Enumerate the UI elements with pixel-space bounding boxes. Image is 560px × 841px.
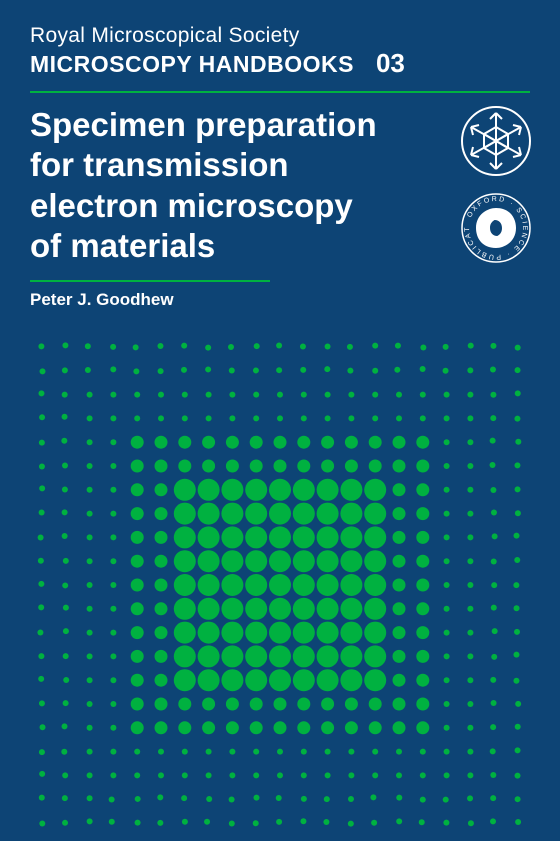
title-line: electron microscopy [30,187,353,224]
title-line: Specimen preparation [30,106,377,143]
oxford-science-publications-icon: OXFORD · SCIENCE · PUBLICATIONS · [460,192,532,269]
publisher-logos: OXFORD · SCIENCE · PUBLICATIONS · [460,105,532,269]
title-block: Specimen preparation for transmission el… [0,93,560,276]
book-title: Specimen preparation for transmission el… [30,105,420,266]
book-cover: Royal Microscopical Society MICROSCOPY H… [0,0,560,841]
society-name: Royal Microscopical Society [30,24,530,48]
snowflake-icon [460,105,532,182]
header: Royal Microscopical Society MICROSCOPY H… [0,0,560,87]
diffraction-pattern [30,335,530,805]
series-row: MICROSCOPY HANDBOOKS 03 [30,48,530,79]
title-line: for transmission [30,146,289,183]
issue-number: 03 [376,48,405,79]
series-name: MICROSCOPY HANDBOOKS [30,51,354,78]
title-line: of materials [30,227,215,264]
author-name: Peter J. Goodhew [0,282,560,310]
